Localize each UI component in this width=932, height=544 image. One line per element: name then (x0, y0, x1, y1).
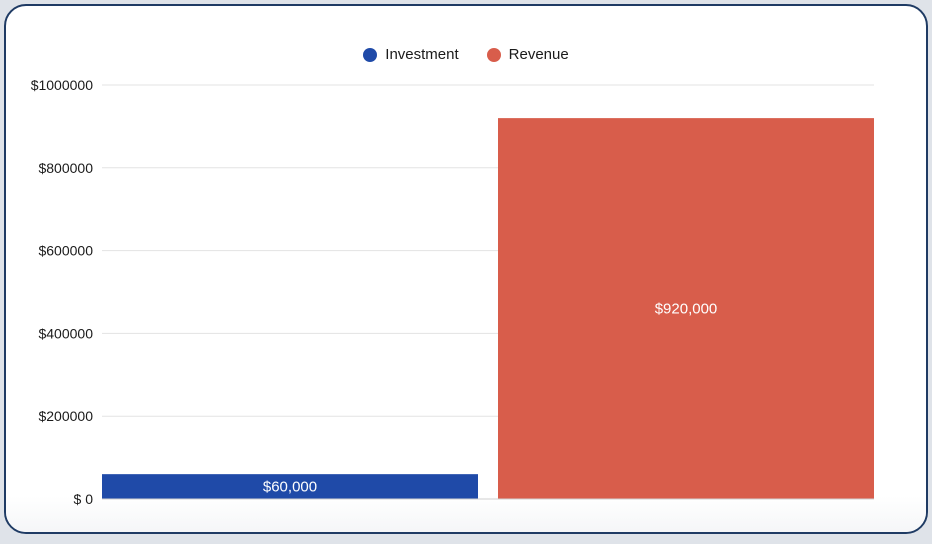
y-tick-label: $ 0 (74, 491, 94, 507)
bar-revenue (498, 118, 874, 500)
legend-swatch-investment (363, 47, 378, 62)
y-tick-label: $200000 (38, 408, 93, 424)
y-tick-label: $400000 (38, 325, 93, 341)
bar-investment (102, 474, 478, 499)
legend-swatch-revenue (486, 47, 501, 62)
legend-item-revenue[interactable]: Revenue (486, 46, 569, 63)
chart-legend: Investment Revenue (0, 46, 932, 63)
legend-label-revenue: Revenue (508, 46, 569, 63)
card-bottom-band (6, 496, 926, 532)
y-tick-label: $600000 (38, 243, 93, 259)
data-label-revenue: $920,000 (655, 301, 718, 318)
legend-item-investment[interactable]: Investment (363, 46, 459, 63)
y-tick-label: $1000000 (31, 77, 94, 93)
legend-label-investment: Investment (385, 46, 459, 63)
data-label-investment: $60,000 (263, 479, 317, 496)
y-tick-label: $800000 (38, 160, 93, 176)
